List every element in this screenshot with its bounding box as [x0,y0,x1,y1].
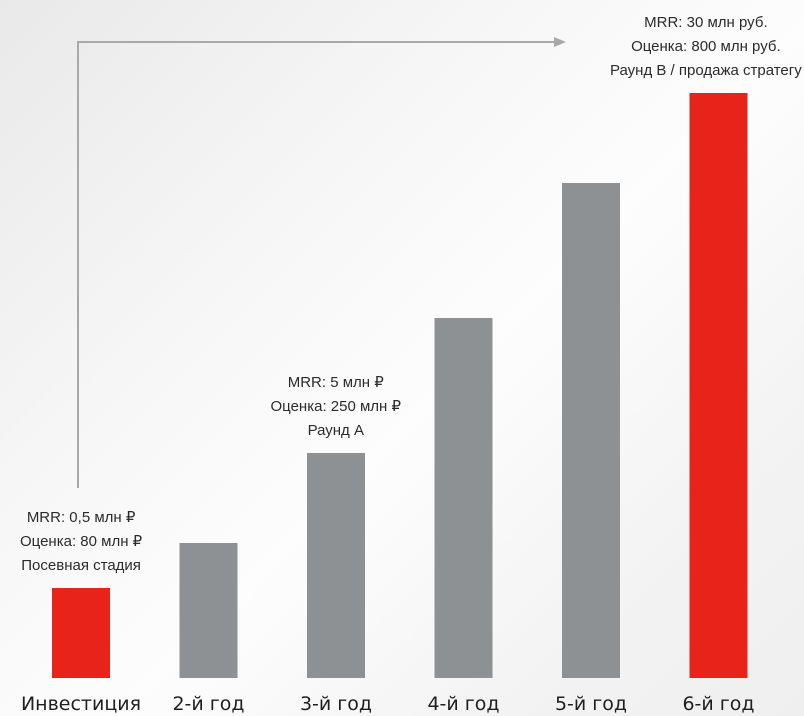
category-labels: Инвестиция 2-й год 3-й год 4-й год 5-й год 6-… [21,693,755,715]
annotation-line: Раунд А [307,422,364,439]
bar-1 [52,588,110,678]
annotation-line: Раунд B / продажа стратегу [610,62,802,79]
category-label-1: Инвестиция [21,693,141,715]
annotation-line: Оценка: 80 млн ₽ [20,533,143,550]
arrow-line [77,41,556,488]
annotation-line: Посевная стадия [21,557,141,574]
bar-5 [562,183,620,678]
growth-arrow [77,37,566,488]
annotation-line: MRR: 30 млн руб. [644,14,768,31]
category-label-3: 3-й год [300,693,372,715]
category-label-6: 6-й год [682,693,754,715]
category-label-5: 5-й год [555,693,627,715]
category-label-2: 2-й год [172,693,244,715]
annotation-line: Оценка: 250 млн ₽ [270,398,402,415]
annotation-line: Оценка: 800 млн руб. [631,38,781,55]
annotation-line: MRR: 0,5 млн ₽ [26,509,136,526]
annotation-3: MRR: 30 млн руб. Оценка: 800 млн руб. Раун… [610,11,802,83]
arrow-head [554,37,566,47]
bar-6 [689,93,748,678]
category-label-4: 4-й год [427,693,499,715]
bar-3 [307,453,365,678]
bar-4 [434,318,493,678]
annotation-2: MRR: 5 млн ₽ Оценка: 250 млн ₽ Раунд А [271,371,402,443]
annotation-line: MRR: 5 млн ₽ [287,374,384,391]
bar-2 [179,543,238,678]
bars-group [52,93,748,678]
annotation-1: MRR: 0,5 млн ₽ Оценка: 80 млн ₽ Посевная с… [20,506,142,578]
